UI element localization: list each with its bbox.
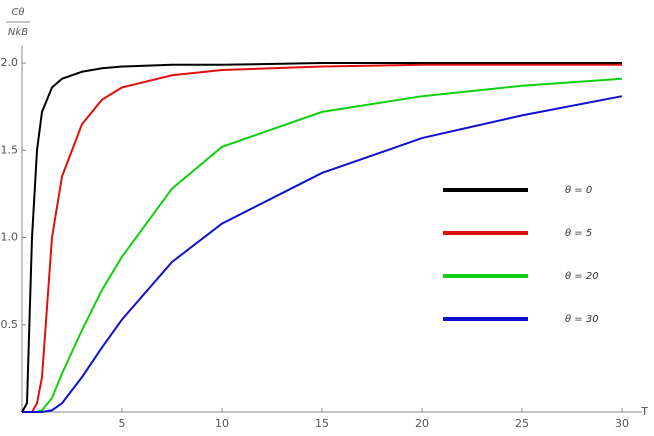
y-label-denominator: NkB xyxy=(8,27,28,38)
x-tick-label: 20 xyxy=(415,417,429,430)
x-label: T xyxy=(640,405,648,418)
y-tick-label: 1.5 xyxy=(1,143,19,156)
series-line xyxy=(22,63,622,413)
x-tick-label: 15 xyxy=(315,417,329,430)
legend-label: θ = 5 xyxy=(565,228,592,239)
x-tick-label: 30 xyxy=(615,417,629,430)
y-label-numerator: Cθ xyxy=(11,7,24,18)
legend-label: θ = 30 xyxy=(565,314,599,325)
y-tick-label: 2.0 xyxy=(1,56,19,69)
x-tick-label: 25 xyxy=(515,417,529,430)
x-tick-label: 5 xyxy=(119,417,126,430)
series-line xyxy=(21,62,622,413)
y-tick-label: 1.0 xyxy=(1,231,19,244)
x-tick-label: 10 xyxy=(215,417,229,430)
series-line xyxy=(22,77,623,413)
legend-label: θ = 20 xyxy=(565,271,599,282)
series-line xyxy=(22,95,623,413)
legend-label: θ = 0 xyxy=(565,185,592,196)
y-tick-label: 0.5 xyxy=(1,318,19,331)
